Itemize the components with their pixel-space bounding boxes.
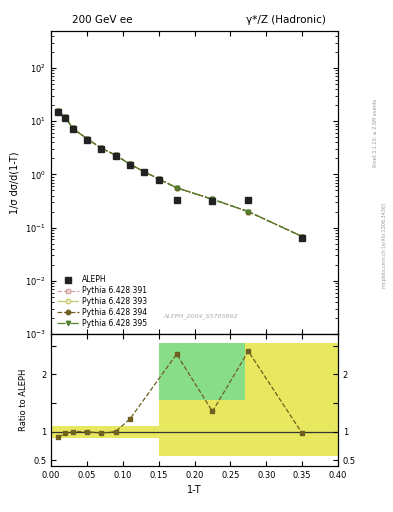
ALEPH — [63, 115, 68, 121]
Pythia 6.428 395 — [84, 136, 89, 142]
ALEPH — [113, 153, 118, 159]
Pythia 6.428 391 — [99, 145, 104, 151]
ALEPH — [300, 234, 305, 241]
Pythia 6.428 395 — [174, 185, 179, 191]
ALEPH — [210, 198, 215, 204]
Pythia 6.428 395 — [56, 109, 61, 115]
Pythia 6.428 391 — [84, 136, 89, 142]
Pythia 6.428 391 — [128, 161, 132, 167]
Pythia 6.428 394 — [142, 168, 147, 175]
Pythia 6.428 391 — [56, 109, 61, 115]
ALEPH — [99, 146, 104, 152]
Text: mcplots.cern.ch [arXiv:1306.3436]: mcplots.cern.ch [arXiv:1306.3436] — [382, 203, 387, 288]
Pythia 6.428 393 — [56, 109, 61, 115]
Pythia 6.428 395 — [142, 168, 147, 175]
Pythia 6.428 394 — [174, 185, 179, 191]
Pythia 6.428 394 — [113, 152, 118, 158]
Pythia 6.428 395 — [300, 233, 305, 240]
Text: γ*/Z (Hadronic): γ*/Z (Hadronic) — [246, 15, 326, 25]
Pythia 6.428 393 — [128, 161, 132, 167]
Pythia 6.428 394 — [84, 136, 89, 142]
Pythia 6.428 393 — [84, 136, 89, 142]
Line: ALEPH: ALEPH — [55, 109, 305, 240]
ALEPH — [128, 162, 132, 168]
Pythia 6.428 393 — [63, 114, 68, 120]
ALEPH — [174, 197, 179, 203]
Pythia 6.428 394 — [63, 114, 68, 120]
Pythia 6.428 395 — [99, 145, 104, 151]
Pythia 6.428 393 — [70, 125, 75, 132]
Pythia 6.428 394 — [300, 233, 305, 240]
Pythia 6.428 393 — [300, 233, 305, 240]
ALEPH — [246, 197, 251, 203]
Text: Rivet 3.1.10, ≥ 2.5M events: Rivet 3.1.10, ≥ 2.5M events — [373, 99, 378, 167]
Pythia 6.428 394 — [56, 109, 61, 115]
Pythia 6.428 391 — [70, 125, 75, 132]
ALEPH — [156, 177, 161, 183]
Pythia 6.428 394 — [99, 145, 104, 151]
Pythia 6.428 394 — [156, 176, 161, 182]
Pythia 6.428 393 — [174, 185, 179, 191]
Pythia 6.428 395 — [210, 196, 215, 202]
ALEPH — [84, 137, 89, 143]
Pythia 6.428 393 — [246, 208, 251, 215]
Pythia 6.428 393 — [210, 196, 215, 202]
Pythia 6.428 391 — [63, 114, 68, 120]
Pythia 6.428 391 — [210, 196, 215, 202]
Line: Pythia 6.428 395: Pythia 6.428 395 — [56, 109, 304, 239]
Y-axis label: Ratio to ALEPH: Ratio to ALEPH — [18, 369, 28, 431]
Pythia 6.428 391 — [142, 168, 147, 175]
Pythia 6.428 393 — [156, 176, 161, 182]
Pythia 6.428 395 — [63, 114, 68, 120]
Pythia 6.428 395 — [70, 125, 75, 132]
ALEPH — [56, 109, 61, 115]
Text: 200 GeV ee: 200 GeV ee — [72, 15, 133, 25]
ALEPH — [70, 126, 75, 133]
Pythia 6.428 394 — [246, 208, 251, 215]
Line: Pythia 6.428 391: Pythia 6.428 391 — [56, 109, 304, 239]
Text: ALEPH_2004_S5765862: ALEPH_2004_S5765862 — [163, 313, 237, 319]
Pythia 6.428 391 — [300, 233, 305, 240]
Y-axis label: 1/σ dσ/d(1-T): 1/σ dσ/d(1-T) — [10, 151, 20, 214]
Pythia 6.428 391 — [113, 152, 118, 158]
Pythia 6.428 395 — [246, 208, 251, 215]
Pythia 6.428 393 — [142, 168, 147, 175]
Legend: ALEPH, Pythia 6.428 391, Pythia 6.428 393, Pythia 6.428 394, Pythia 6.428 395: ALEPH, Pythia 6.428 391, Pythia 6.428 39… — [55, 273, 149, 330]
Pythia 6.428 394 — [210, 196, 215, 202]
Pythia 6.428 395 — [156, 176, 161, 182]
Pythia 6.428 394 — [70, 125, 75, 132]
X-axis label: 1-T: 1-T — [187, 485, 202, 495]
Pythia 6.428 393 — [99, 145, 104, 151]
ALEPH — [142, 169, 147, 175]
Pythia 6.428 394 — [128, 161, 132, 167]
Pythia 6.428 395 — [128, 161, 132, 167]
Pythia 6.428 391 — [246, 208, 251, 215]
Pythia 6.428 391 — [174, 185, 179, 191]
Line: Pythia 6.428 394: Pythia 6.428 394 — [56, 109, 304, 239]
Line: Pythia 6.428 393: Pythia 6.428 393 — [56, 109, 304, 239]
Pythia 6.428 393 — [113, 152, 118, 158]
Pythia 6.428 395 — [113, 152, 118, 158]
Pythia 6.428 391 — [156, 176, 161, 182]
